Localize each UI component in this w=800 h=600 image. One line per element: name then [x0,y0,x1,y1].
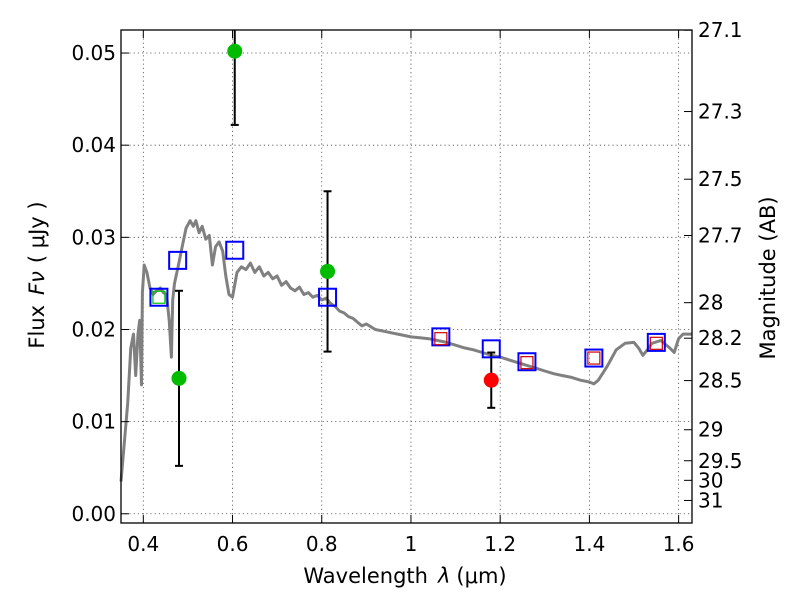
y-tick-label: 0.05 [71,41,116,65]
y-tick-label: 0.02 [71,317,116,341]
y2-tick-label: 27.3 [698,100,743,124]
marker-layer [149,43,666,388]
y2-tick-label: 29.5 [698,449,743,473]
model-photometry-square [318,287,338,307]
y2-tick-label: 28 [698,291,723,315]
model-spectrum-layer [119,219,692,482]
model-spectrum-line [119,219,692,482]
inner-square-marker [649,336,663,350]
model-photometry-square [149,287,169,307]
x-axis-unit: (μm) [456,564,506,588]
y-axis-title-text: Flux [25,305,49,349]
x-axis-symbol: λ [437,564,450,588]
model-photometry-square [225,240,245,260]
x-tick-label: 1.4 [573,532,605,556]
model-photometry-square [481,339,501,359]
right-axis-title: Magnitude (AB) [756,196,780,359]
y-axis-unit: ( μJy ) [25,201,49,263]
y-tick-label: 0.01 [71,410,116,434]
y-axis-title: Flux Fν ( μJy ) [25,201,49,348]
detection-point [171,370,187,386]
model-photometry-square [646,332,666,352]
inner-square-marker [520,356,534,370]
y2-tick-label: 27.7 [698,223,743,247]
model-photometry-square [584,348,604,368]
y2-tick-label: 27.5 [698,167,743,191]
detection-point [227,43,243,59]
x-tick-label: 0.8 [306,532,338,556]
x-axis-title: Wavelength λ (μm) [303,564,506,588]
grid-lines [121,30,692,523]
y-axis-symbol: Fν [25,271,49,295]
model-photometry-square [431,327,451,347]
y2-tick-label: 28.2 [698,326,743,350]
x-tick-label: 0.6 [217,532,249,556]
model-photometry-square [168,250,188,270]
y2-tick-label: 27.1 [698,18,743,42]
axis-ticks: 0.4 0.6 0.8 1 1.2 1.4 1.6 0.00 0.01 0.02 0.03 0.04 0… [71,18,742,556]
x-tick-label: 1.6 [663,532,695,556]
y2-tick-label: 31 [698,488,723,512]
x-tick-label: 1.2 [484,532,516,556]
model-photometry-square [517,352,537,372]
y2-tick-label: 30 [698,468,723,492]
y2-tick-label: 29 [698,418,723,442]
detection-point [483,372,499,388]
y2-tick-label: 28.5 [698,369,743,393]
y-tick-label: 0.04 [71,133,116,157]
inner-square-marker [587,351,601,365]
y-tick-label: 0.03 [71,225,116,249]
detection-point [320,263,336,279]
x-tick-label: 1 [405,532,418,556]
y-tick-label: 0.00 [71,502,116,526]
inner-square-marker [434,332,448,346]
x-tick-label: 0.4 [127,532,159,556]
inner-square-marker [152,290,166,304]
plot-frame [120,29,693,524]
x-axis-title-text: Wavelength [303,564,428,588]
